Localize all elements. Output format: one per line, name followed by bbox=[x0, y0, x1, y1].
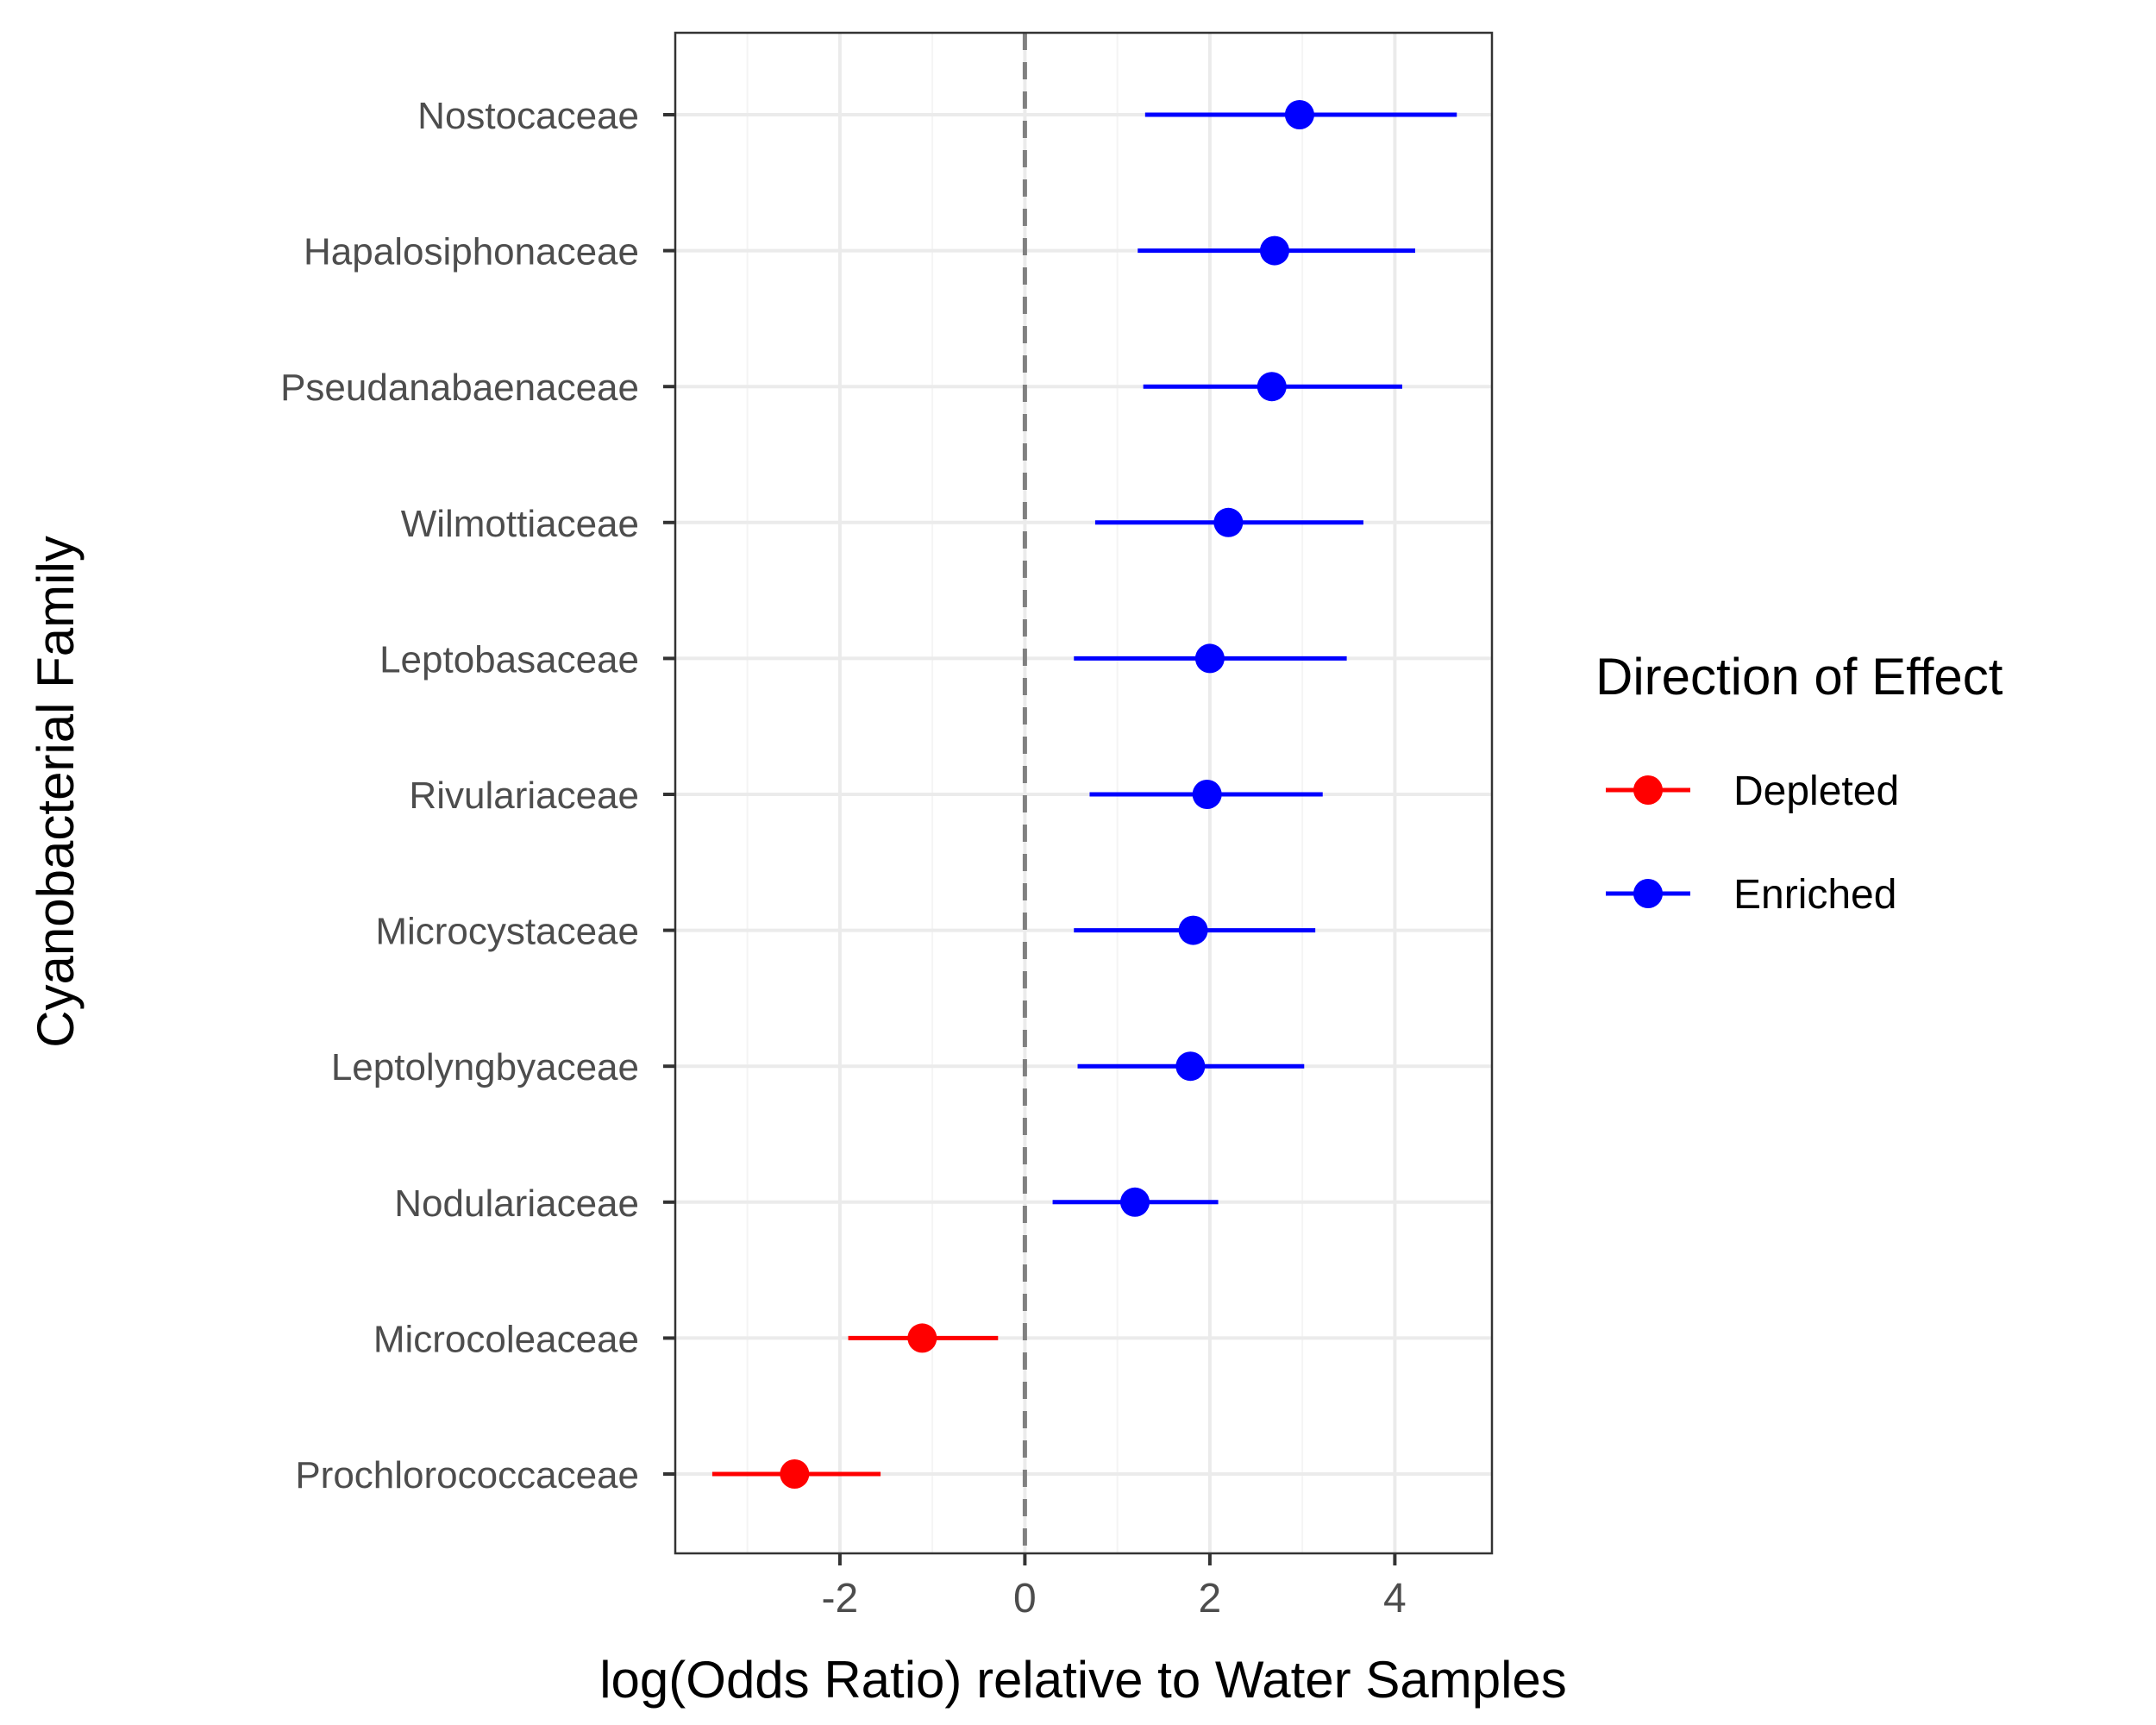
y-tick-label: Rivulariaceae bbox=[409, 775, 639, 817]
point-estimate-marker bbox=[907, 1323, 937, 1353]
x-tick-label: 4 bbox=[1383, 1576, 1407, 1622]
x-axis-ticks bbox=[837, 1553, 1397, 1565]
y-tick-label: Leptolyngbyaceae bbox=[331, 1046, 639, 1088]
legend-label: Enriched bbox=[1733, 872, 1896, 918]
y-tick-label: Pseudanabaenaceae bbox=[280, 367, 639, 409]
y-axis-title: Cyanobacterial Family bbox=[27, 536, 85, 1048]
y-tick-label: Leptobasaceae bbox=[379, 638, 639, 681]
plot-panel bbox=[674, 31, 1494, 1555]
x-tick-label: 2 bbox=[1199, 1576, 1222, 1622]
point-estimate-marker bbox=[1213, 507, 1244, 537]
y-tick-label: Nostocaceae bbox=[417, 95, 639, 137]
legend-title: Direction of Effect bbox=[1595, 648, 2003, 706]
y-tick-label: Microcystaceae bbox=[375, 911, 639, 953]
x-axis-title: log(Odds Ratio) relative to Water Sample… bbox=[599, 1651, 1567, 1709]
point-estimate-marker bbox=[1284, 100, 1314, 129]
point-estimate-marker bbox=[1259, 235, 1289, 266]
point-estimate-marker bbox=[1194, 643, 1225, 674]
point-estimate-marker bbox=[1257, 372, 1287, 402]
legend-label: Depleted bbox=[1733, 768, 1899, 814]
y-tick-label: Prochlorococcaceae bbox=[295, 1454, 639, 1496]
legend-key-marker bbox=[1633, 775, 1663, 805]
y-tick-label: Microcoleaceae bbox=[373, 1318, 639, 1360]
point-estimate-marker bbox=[1178, 915, 1208, 945]
point-estimate-marker bbox=[1192, 780, 1222, 809]
point-estimate-marker bbox=[780, 1459, 810, 1489]
x-axis-tick-labels: -2 0 2 4 bbox=[822, 1576, 1407, 1622]
y-axis-ticks bbox=[663, 113, 675, 1476]
point-estimate-marker bbox=[1175, 1051, 1206, 1082]
point-estimates bbox=[780, 100, 1314, 1489]
legend-key-marker bbox=[1633, 879, 1663, 908]
x-tick-label: -2 bbox=[822, 1576, 859, 1622]
y-tick-label: Wilmottiaceae bbox=[401, 503, 639, 545]
y-axis: Nostocaceae Hapalosiphonaceae Pseudanabaen… bbox=[280, 95, 675, 1496]
legend: Direction of Effect Depleted Enriched bbox=[1595, 648, 2003, 918]
y-tick-label: Hapalosiphonaceae bbox=[304, 231, 639, 273]
y-tick-label: Nodulariaceae bbox=[394, 1182, 639, 1225]
x-axis: -2 0 2 4 bbox=[822, 1553, 1407, 1622]
point-estimate-marker bbox=[1120, 1187, 1150, 1217]
y-axis-tick-labels: Nostocaceae Hapalosiphonaceae Pseudanabaen… bbox=[280, 95, 639, 1496]
x-tick-label: 0 bbox=[1013, 1576, 1037, 1622]
legend-entries: Depleted Enriched bbox=[1606, 768, 1899, 918]
